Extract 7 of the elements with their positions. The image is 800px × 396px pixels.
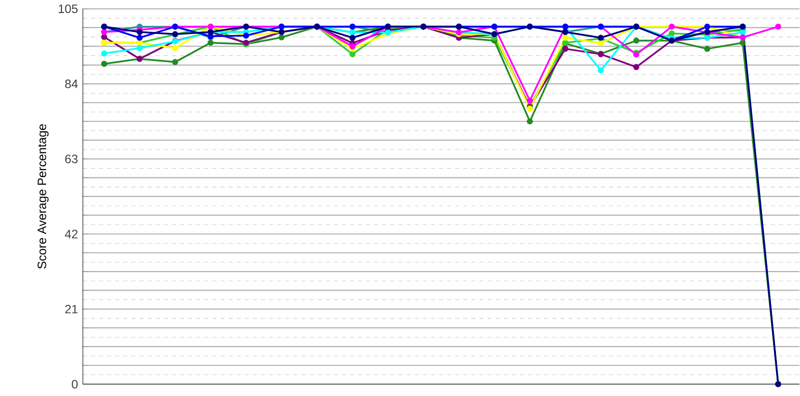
y-tick-label: 42: [64, 230, 78, 238]
y-tick-label: 0: [72, 380, 78, 389]
y-axis-title: Score Average Percentage: [38, 124, 49, 269]
y-tick-label: 63: [65, 154, 78, 164]
y-tick-label: 21: [65, 304, 78, 314]
y-tick-label: 105: [58, 4, 78, 14]
y-tick-label: 84: [65, 80, 78, 88]
